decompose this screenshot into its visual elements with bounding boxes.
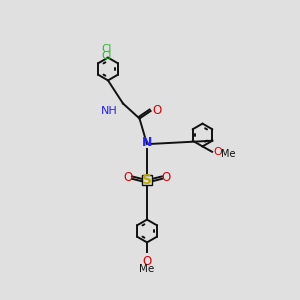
Text: O: O xyxy=(162,171,171,184)
Text: Me: Me xyxy=(140,264,154,274)
Text: NH: NH xyxy=(101,106,118,116)
Text: O: O xyxy=(213,147,222,158)
FancyBboxPatch shape xyxy=(142,175,152,185)
Text: Cl: Cl xyxy=(102,51,112,61)
Text: S: S xyxy=(142,173,152,187)
Text: O: O xyxy=(142,255,152,268)
Text: N: N xyxy=(142,136,152,149)
Text: O: O xyxy=(153,104,162,117)
Text: Me: Me xyxy=(221,149,236,159)
Text: Cl: Cl xyxy=(101,44,112,54)
Text: O: O xyxy=(123,171,132,184)
